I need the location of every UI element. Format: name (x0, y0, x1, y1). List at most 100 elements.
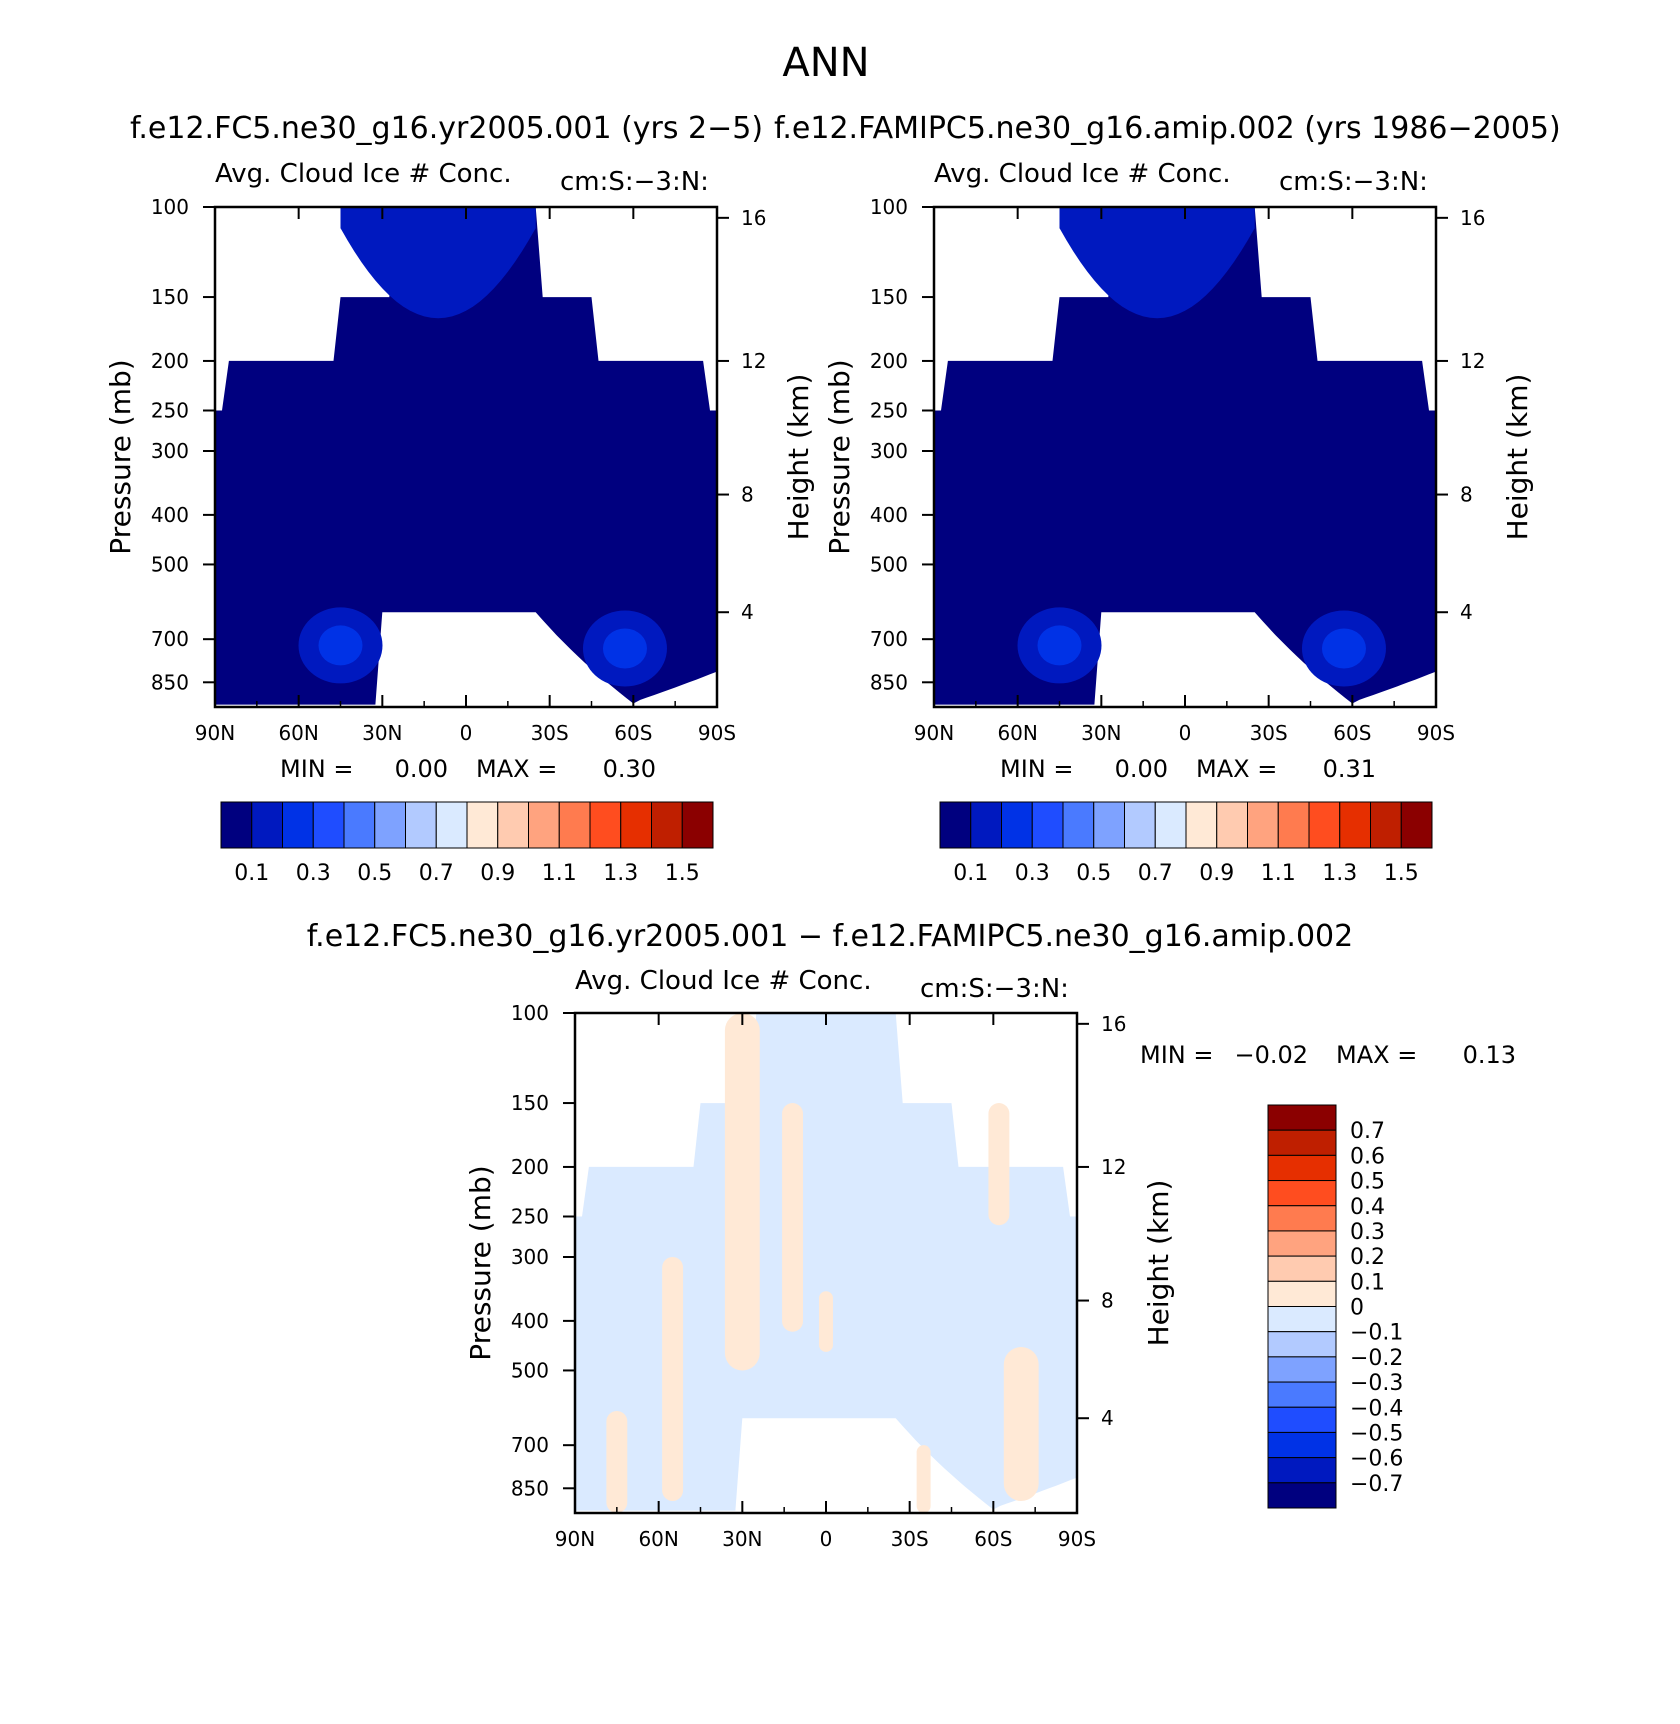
colorbar-box (1001, 801, 1033, 849)
colorbar-box (620, 801, 652, 849)
colorbar-label: 0.7 (419, 861, 454, 886)
panel-difference: Avg. Cloud Ice # Conc. cm:S:−3:N: 90N 60N 30… (464, 966, 1516, 1551)
colorbar-label: 1.3 (603, 861, 638, 886)
y-right-axis-label: Height (km) (782, 374, 815, 541)
y-tick-label: 400 (511, 1309, 549, 1333)
colorbar-box (466, 801, 499, 849)
colorbar-box (1277, 801, 1310, 849)
colorbar-label: 1.5 (1384, 861, 1419, 886)
y-axis-label: Pressure (mb) (823, 359, 856, 554)
x-tick-label: 60N (278, 721, 318, 745)
y-right-axis-label: Height (km) (1142, 1180, 1175, 1347)
colorbar-label: 0.1 (1350, 1270, 1385, 1295)
y-tick-label: 700 (511, 1433, 549, 1457)
y-tick-label: 850 (870, 670, 908, 694)
colorbar-box (312, 801, 345, 849)
max-value: 0.13 (1463, 1041, 1516, 1069)
y-right-tick-label: 12 (1101, 1155, 1126, 1179)
panel-subtitle-right: cm:S:−3:N: (920, 974, 1069, 1004)
colorbar-box (970, 801, 1002, 849)
colorbar-label: −0.7 (1350, 1472, 1403, 1497)
contour-fill-anomaly (782, 1103, 803, 1332)
colorbar-box (374, 801, 406, 849)
colorbar-box (1267, 1129, 1337, 1156)
y-right-tick-label: 8 (741, 483, 754, 507)
y-right-axis-label: Height (km) (1501, 374, 1534, 541)
x-tick-label: 30N (1081, 721, 1121, 745)
x-tick-label: 60N (638, 1527, 678, 1551)
y-tick-label: 250 (511, 1205, 549, 1229)
x-tick-label: 30S (891, 1527, 929, 1551)
colorbar-box (282, 801, 314, 849)
y-axis-label: Pressure (mb) (104, 359, 137, 554)
panel-subtitle-left: Avg. Cloud Ice # Conc. (575, 966, 872, 996)
panel-subtitle-right: cm:S:−3:N: (560, 167, 709, 197)
y-tick-label: 250 (151, 399, 189, 423)
panel-fc5: f.e12.FC5.ne30_g16.yr2005.001 (yrs 2−5) A… (104, 111, 815, 886)
colorbar-box (251, 801, 283, 849)
colorbar-label: 0.3 (296, 861, 331, 886)
colorbar-label: 0.4 (1350, 1195, 1385, 1220)
min-value: −0.02 (1234, 1041, 1308, 1069)
panel-subtitle-left: Avg. Cloud Ice # Conc. (934, 159, 1231, 189)
x-tick-label: 60S (974, 1527, 1012, 1551)
colorbar-box (1267, 1381, 1337, 1408)
figure-title: ANN (782, 40, 869, 86)
colorbar-box (1308, 801, 1341, 849)
x-tick-label: 0 (820, 1527, 833, 1551)
contour-field (575, 1013, 1077, 1513)
colorbar-box (1267, 1431, 1337, 1459)
colorbar-box (1267, 1356, 1337, 1383)
y-tick-label: 200 (511, 1155, 549, 1179)
panel-subtitle-left: Avg. Cloud Ice # Conc. (215, 159, 512, 189)
x-tick-label: 90S (1058, 1527, 1096, 1551)
y-tick-label: 300 (870, 439, 908, 463)
y-right-tick-label: 4 (741, 600, 754, 624)
x-tick-label: 90N (195, 721, 235, 745)
y-tick-label: 850 (151, 670, 189, 694)
y-tick-label: 100 (151, 195, 189, 219)
y-axis-label: Pressure (mb) (464, 1165, 497, 1360)
colorbar-box (1339, 801, 1371, 849)
colorbar-box (497, 801, 529, 849)
colorbar-label: −0.3 (1350, 1371, 1403, 1396)
min-label: MIN = (1140, 1041, 1213, 1069)
x-tick-label: 90N (555, 1527, 595, 1551)
colorbar-box (1267, 1457, 1337, 1484)
colorbar-label: −0.4 (1350, 1396, 1403, 1421)
x-tick-label: 0 (1179, 721, 1192, 745)
colorbar-box (1267, 1154, 1337, 1182)
y-right-tick-label: 8 (1101, 1289, 1114, 1313)
y-tick-label: 700 (151, 627, 189, 651)
contour-fill-anomaly (916, 1445, 931, 1513)
y-tick-label: 100 (511, 1001, 549, 1025)
colorbar-box (528, 801, 560, 849)
colorbar-box (1267, 1205, 1337, 1232)
x-tick-label: 30S (531, 721, 569, 745)
colorbar-label: 0.5 (1076, 861, 1111, 886)
colorbar-label: 0.3 (1350, 1220, 1385, 1245)
colorbar-box (1400, 801, 1433, 849)
colorbar-label: 1.5 (665, 861, 700, 886)
y-right-tick-label: 12 (741, 349, 766, 373)
colorbar-label: 0.5 (1350, 1170, 1385, 1195)
colorbar-box (939, 801, 972, 849)
contour-field (215, 207, 717, 705)
y-right-tick-label: 16 (1460, 206, 1485, 230)
contour-fill-base (215, 207, 717, 705)
y-tick-label: 400 (870, 503, 908, 527)
y-tick-label: 250 (870, 399, 908, 423)
y-tick-label: 200 (870, 349, 908, 373)
colorbar-label: 0.1 (953, 861, 988, 886)
y-right-tick-label: 4 (1460, 600, 1473, 624)
y-tick-label: 500 (151, 552, 189, 576)
x-tick-label: 90N (914, 721, 954, 745)
min-label: MIN = (1000, 755, 1073, 783)
contour-field (934, 207, 1436, 705)
colorbar-label: −0.1 (1350, 1321, 1403, 1346)
contour-fill-base (575, 1013, 1077, 1511)
max-label: MAX = (476, 755, 557, 783)
x-tick-label: 90S (1417, 721, 1455, 745)
colorbar-box (1267, 1230, 1337, 1257)
y-tick-label: 700 (870, 627, 908, 651)
